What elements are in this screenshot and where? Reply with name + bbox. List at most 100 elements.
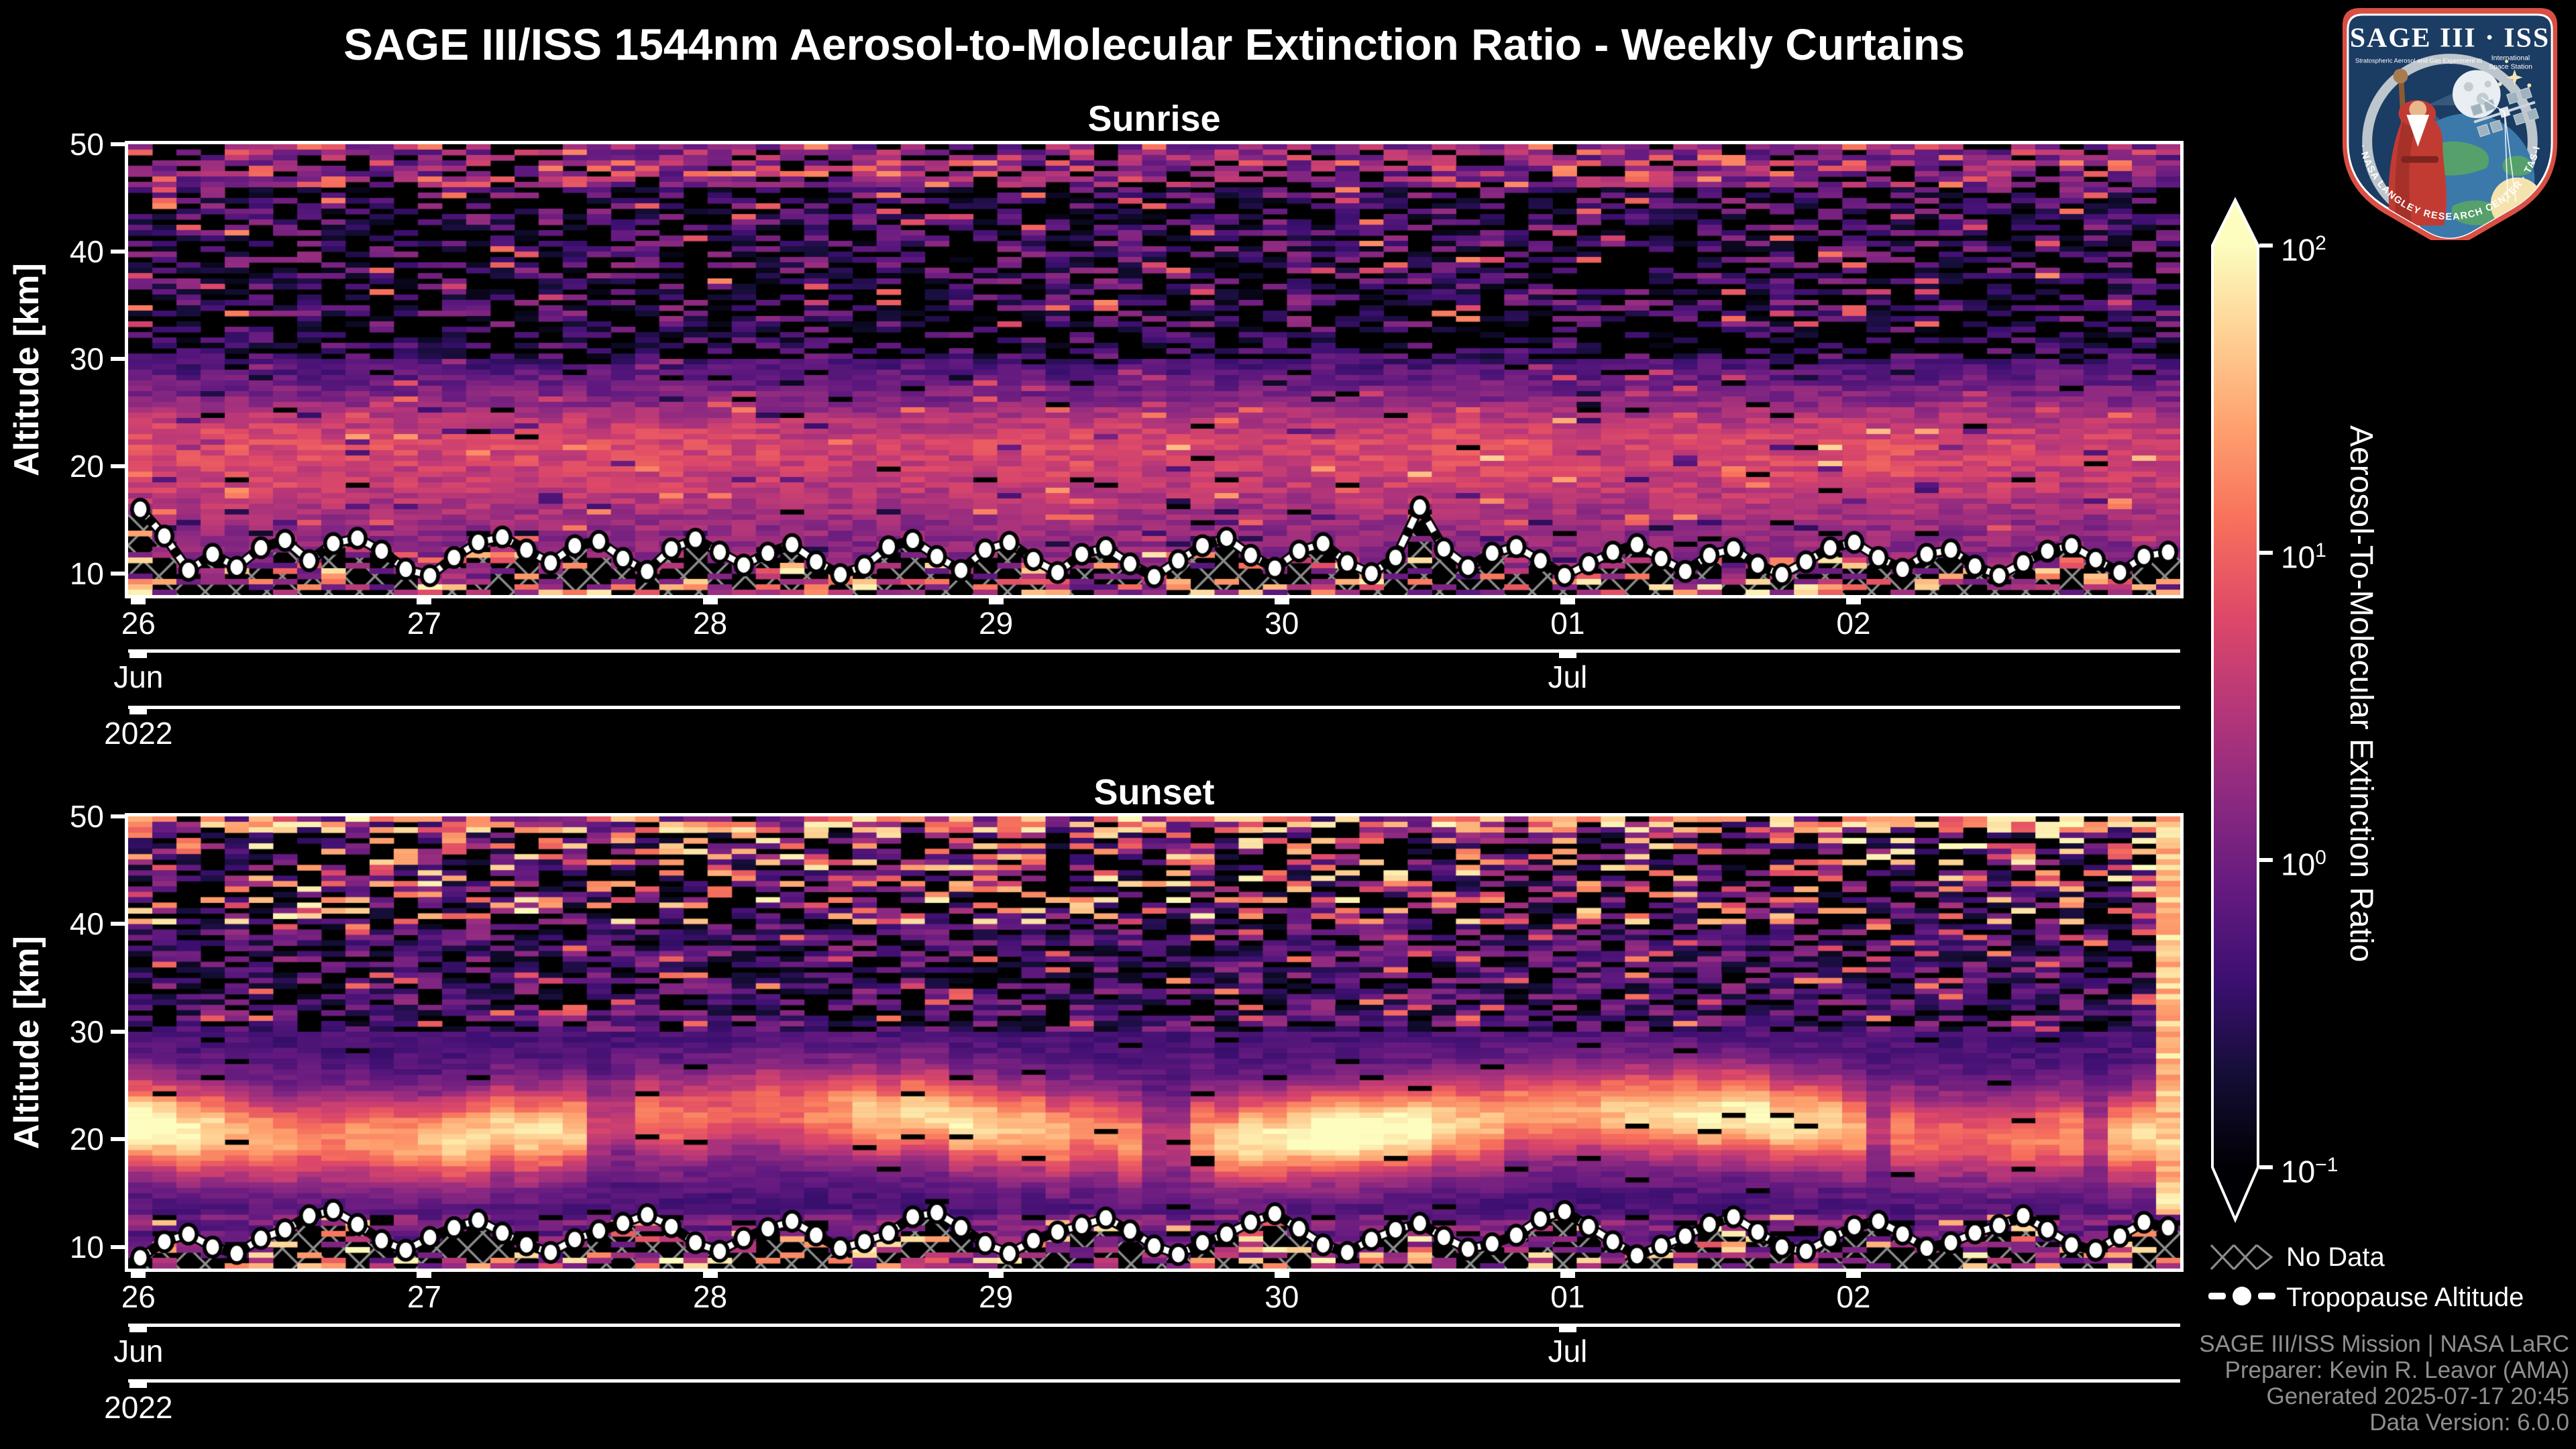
x-tick-label: 27	[407, 606, 441, 641]
x-tick-label: 30	[1265, 606, 1299, 641]
y-tick	[111, 1137, 127, 1142]
y-tick-label: 30	[69, 341, 104, 376]
month-tick	[129, 1324, 148, 1332]
wizard-icon	[2388, 68, 2447, 226]
credit-line: Preparer: Kevin R. Leavor (AMA)	[2224, 1357, 2569, 1383]
colorbar-label: Aerosol-To-Molecular Extinction Ratio	[2343, 425, 2379, 963]
month-label: Jul	[1548, 1334, 1588, 1368]
x-tick	[417, 597, 432, 604]
x-tick-label: 28	[692, 1279, 728, 1314]
credit-line: SAGE III/ISS Mission | NASA LaRC	[2199, 1331, 2569, 1357]
y-tick	[111, 1244, 127, 1249]
x-tick	[131, 1271, 146, 1278]
sunrise-plot	[125, 141, 2184, 598]
month-tick	[1558, 649, 1576, 658]
x-tick-label: 01	[1550, 1279, 1585, 1314]
year-line	[128, 706, 2180, 709]
y-tick	[111, 572, 127, 576]
y-tick	[111, 922, 127, 926]
x-tick	[131, 597, 146, 604]
x-tick-label: 26	[121, 606, 156, 641]
month-tick	[129, 649, 148, 658]
sunrise-title: Sunrise	[1087, 99, 1221, 139]
x-tick-label: 26	[121, 1279, 156, 1314]
year-label: 2022	[104, 716, 173, 751]
sunset-heatmap-canvas	[128, 816, 2180, 1269]
logo-subtitle-right-2: Space Station	[2489, 63, 2532, 70]
colorbar-tick-label: 101	[2281, 539, 2326, 575]
x-tick-label: 01	[1550, 606, 1585, 641]
colorbar-tick	[2259, 551, 2273, 555]
no-data-legend-marker	[2210, 1244, 2273, 1271]
sunrise-heatmap-canvas	[128, 144, 2180, 595]
y-tick-label: 40	[69, 906, 104, 942]
colorbar-tick-label: 102	[2281, 232, 2326, 268]
credits: SAGE III/ISS Mission | NASA LaRC Prepare…	[2199, 1331, 2569, 1436]
x-tick	[988, 597, 1004, 604]
colorbar-bar	[2211, 197, 2259, 1224]
year-label: 2022	[104, 1390, 173, 1425]
month-line	[128, 649, 2180, 653]
logo-continent-2	[2451, 200, 2503, 225]
colorbar-tick	[2259, 1165, 2273, 1169]
x-tick	[1560, 597, 1575, 604]
x-tick-label: 29	[979, 606, 1014, 641]
x-tick-label: 27	[407, 1279, 441, 1314]
tropopause-legend-marker	[2208, 1287, 2275, 1305]
y-tick	[111, 814, 127, 818]
year-tick	[129, 706, 148, 714]
month-line	[128, 1324, 2180, 1327]
x-tick-label: 28	[692, 606, 728, 641]
no-data-legend-label: No Data	[2286, 1242, 2385, 1272]
month-label: Jun	[113, 1334, 164, 1368]
y-tick-label: 40	[69, 234, 104, 269]
x-tick	[988, 1271, 1004, 1278]
y-tick-label: 20	[69, 1122, 104, 1157]
tropopause-legend-label: Tropopause Altitude	[2286, 1283, 2524, 1312]
year-line	[128, 1379, 2180, 1383]
logo-mission-name: SAGE III · ISS	[2350, 23, 2550, 54]
month-label: Jun	[113, 659, 164, 694]
colorbar-tick-label: 100	[2281, 847, 2326, 882]
x-tick-label: 30	[1265, 1279, 1299, 1314]
colorbar-tick	[2259, 244, 2273, 248]
x-tick-label: 29	[979, 1279, 1014, 1314]
year-tick	[129, 1379, 148, 1388]
sunset-plot	[125, 813, 2184, 1272]
mission-logo: SAGE III · ISS Stratospheric Aerosol and…	[2339, 5, 2558, 240]
month-tick	[1558, 1324, 1576, 1332]
y-tick	[111, 357, 127, 361]
figure-title: SAGE III/ISS 1544nm Aerosol-to-Molecular…	[343, 19, 1965, 69]
y-tick	[111, 250, 127, 254]
y-tick-label: 30	[69, 1014, 104, 1049]
colorbar	[2211, 197, 2259, 1224]
x-tick	[702, 597, 718, 604]
month-label: Jul	[1548, 659, 1588, 694]
y-tick	[111, 1029, 127, 1034]
y-tick-label: 50	[69, 799, 104, 834]
colorbar-tick-label: 10−1	[2281, 1154, 2339, 1189]
x-tick	[417, 1271, 432, 1278]
y-tick-label: 10	[69, 1229, 104, 1265]
logo-continent-3	[2502, 156, 2533, 176]
x-tick	[1846, 597, 1861, 604]
y-tick	[111, 464, 127, 468]
logo-stars	[2498, 60, 2532, 88]
x-tick	[1274, 1271, 1289, 1278]
x-tick	[702, 1271, 718, 1278]
y-tick	[111, 142, 127, 146]
colorbar-tick	[2259, 858, 2273, 862]
logo-subtitle-left: Stratospheric Aerosol and Gas Experiment…	[2355, 58, 2482, 65]
x-tick	[1846, 1271, 1861, 1278]
x-tick	[1560, 1271, 1575, 1278]
y-tick-label: 10	[69, 556, 104, 591]
x-tick-label: 02	[1836, 1279, 1871, 1314]
credit-line: Data Version: 6.0.0	[2369, 1409, 2569, 1436]
logo-subtitle-right-1: International	[2491, 55, 2530, 62]
x-tick-label: 02	[1836, 606, 1871, 641]
sunset-title: Sunset	[1093, 772, 1215, 812]
x-tick	[1274, 597, 1289, 604]
y-tick-label: 50	[69, 127, 104, 162]
credit-line: Generated 2025-07-17 20:45	[2266, 1383, 2569, 1409]
